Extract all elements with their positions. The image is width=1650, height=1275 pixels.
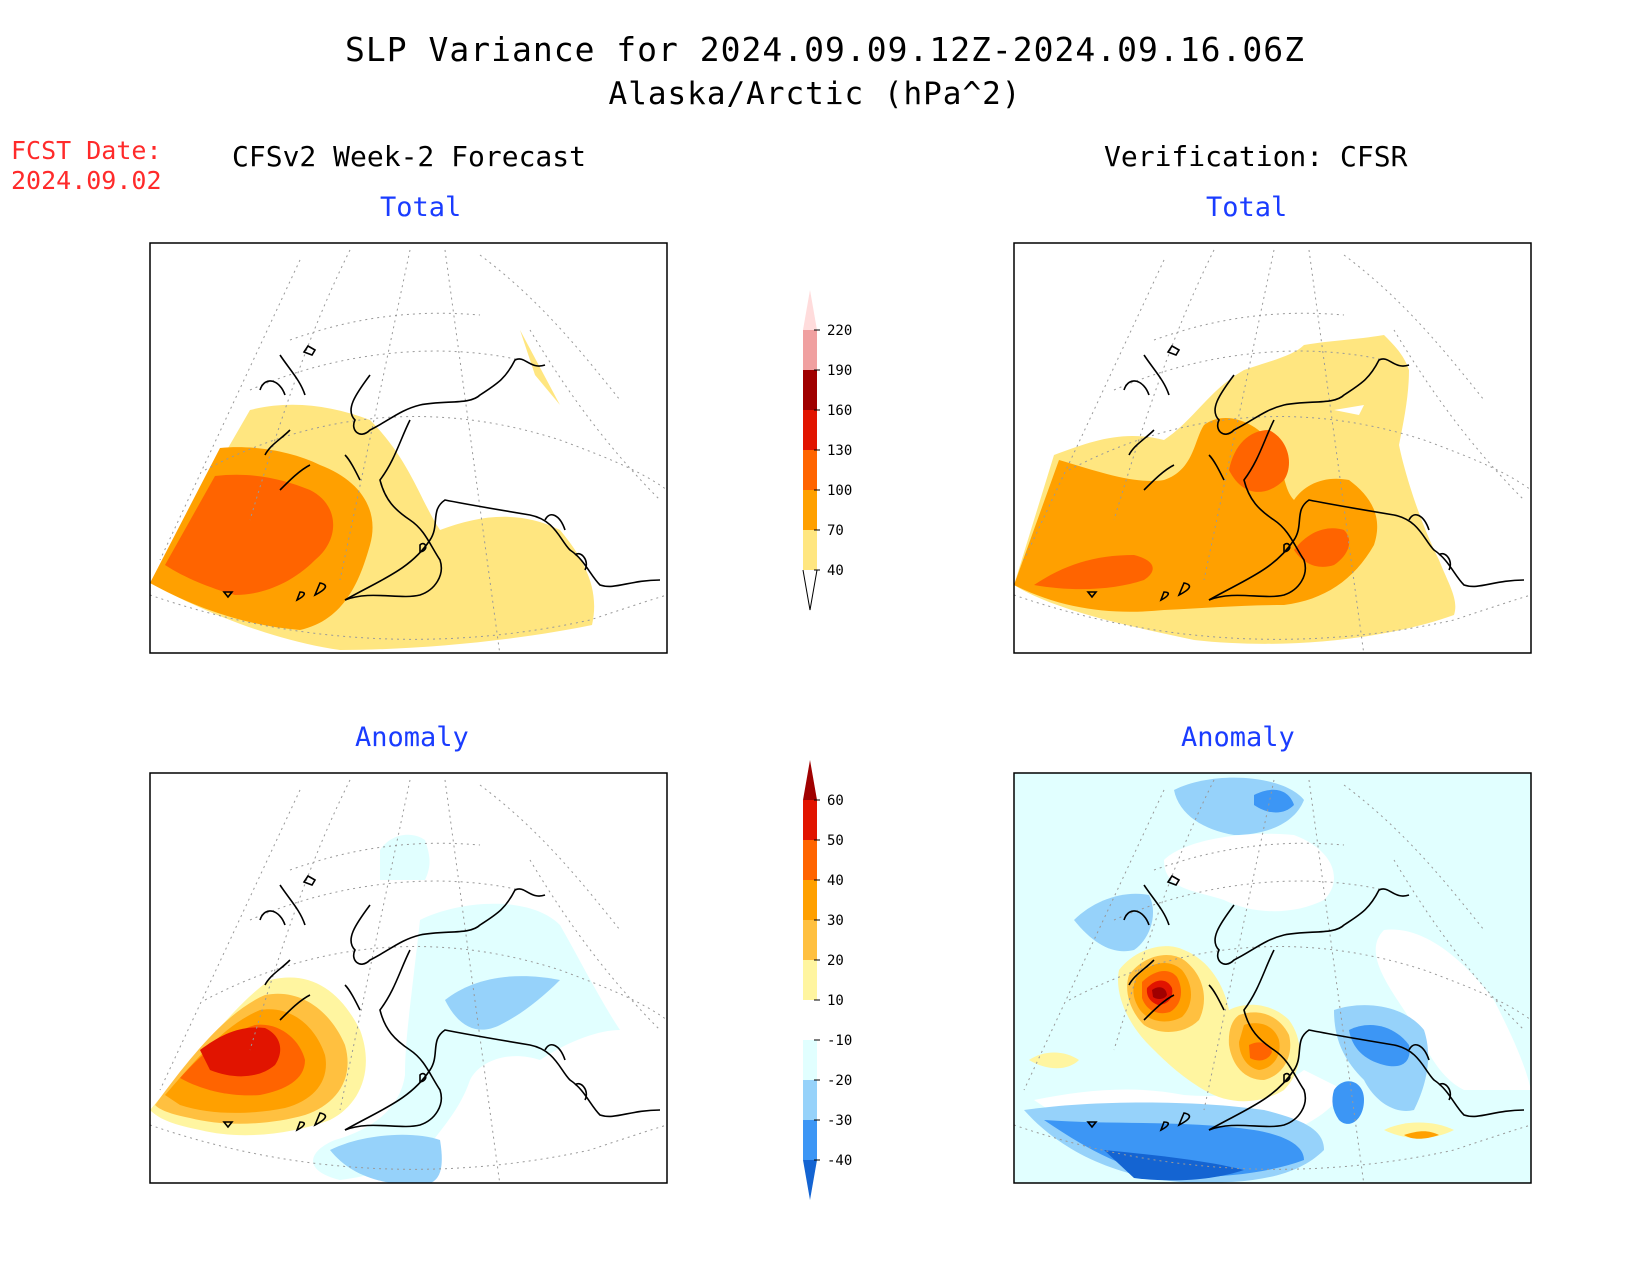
anomaly-colorbar-box [803, 1000, 817, 1040]
forecast-anomaly-map [150, 779, 667, 1183]
total-colorbar-label: 160 [827, 403, 852, 419]
anomaly-colorbar-box [803, 800, 817, 840]
anomaly-colorbar-label: 10 [827, 993, 844, 1009]
total-colorbar-label: 40 [827, 563, 844, 579]
anomaly-colorbar-label: -20 [827, 1073, 852, 1089]
forecast-column-title: CFSv2 Week-2 Forecast [232, 140, 587, 173]
anomaly-colorbar-label: -10 [827, 1033, 852, 1049]
verification-total-map [1014, 249, 1531, 653]
anomaly-colorbar-label: 40 [827, 873, 844, 889]
total-colorbar-label: 70 [827, 523, 844, 539]
anomaly-colorbar-box [803, 1080, 817, 1120]
total-colorbar-box [803, 410, 817, 450]
total-colorbar-label: 190 [827, 363, 852, 379]
forecast-total-frame [149, 242, 668, 654]
anomaly-colorbar-box [803, 840, 817, 880]
anomaly-colorbar: 60 50 40 30 20 10 -10 -20 -30 -40 [803, 760, 852, 1200]
fcst-date-value: 2024.09.02 [11, 166, 162, 195]
verification-anomaly-frame [1013, 772, 1532, 1184]
page-title: SLP Variance for 2024.09.09.12Z-2024.09.… [345, 30, 1305, 69]
anomaly-colorbar-label: 20 [827, 953, 844, 969]
verification-column-title: Verification: CFSR [1104, 140, 1408, 173]
verification-total-frame [1013, 242, 1532, 654]
forecast-total-map [150, 249, 667, 653]
total-colorbar-label: 220 [827, 323, 852, 339]
anomaly-colorbar-label: 50 [827, 833, 844, 849]
anomaly-colorbar-top-end [803, 760, 817, 800]
anomaly-colorbar-box [803, 960, 817, 1000]
forecast-total-title: Total [380, 192, 462, 223]
page-subtitle: Alaska/Arctic (hPa^2) [608, 76, 1022, 112]
total-colorbar-box [803, 370, 817, 410]
anomaly-colorbar-box [803, 1120, 817, 1160]
anomaly-colorbar-box [803, 920, 817, 960]
total-colorbar-label: 130 [827, 443, 852, 459]
total-colorbar-box [803, 530, 817, 570]
anomaly-colorbar-label: -30 [827, 1113, 852, 1129]
verification-anomaly-title: Anomaly [1181, 722, 1295, 753]
fcst-date-label: FCST Date: [11, 136, 162, 165]
anomaly-colorbar-label: 60 [827, 793, 844, 809]
forecast-anomaly-frame [149, 772, 668, 1184]
total-colorbar-bottom-end [802, 569, 818, 611]
total-colorbar-top-end [803, 290, 817, 330]
verification-total-title: Total [1206, 192, 1288, 223]
anomaly-colorbar-box [803, 880, 817, 920]
total-colorbar-box [803, 490, 817, 530]
total-colorbar-box [803, 330, 817, 370]
total-colorbar: 40 70 100 130 160 190 220 [802, 290, 852, 611]
anomaly-colorbar-label: -40 [827, 1153, 852, 1169]
forecast-anomaly-title: Anomaly [355, 722, 469, 753]
total-colorbar-box [803, 450, 817, 490]
verification-anomaly-map [1014, 773, 1531, 1183]
anomaly-colorbar-label: 30 [827, 913, 844, 929]
anomaly-colorbar-box [803, 1040, 817, 1080]
anomaly-colorbar-bottom-end [803, 1160, 817, 1200]
total-colorbar-label: 100 [827, 483, 852, 499]
